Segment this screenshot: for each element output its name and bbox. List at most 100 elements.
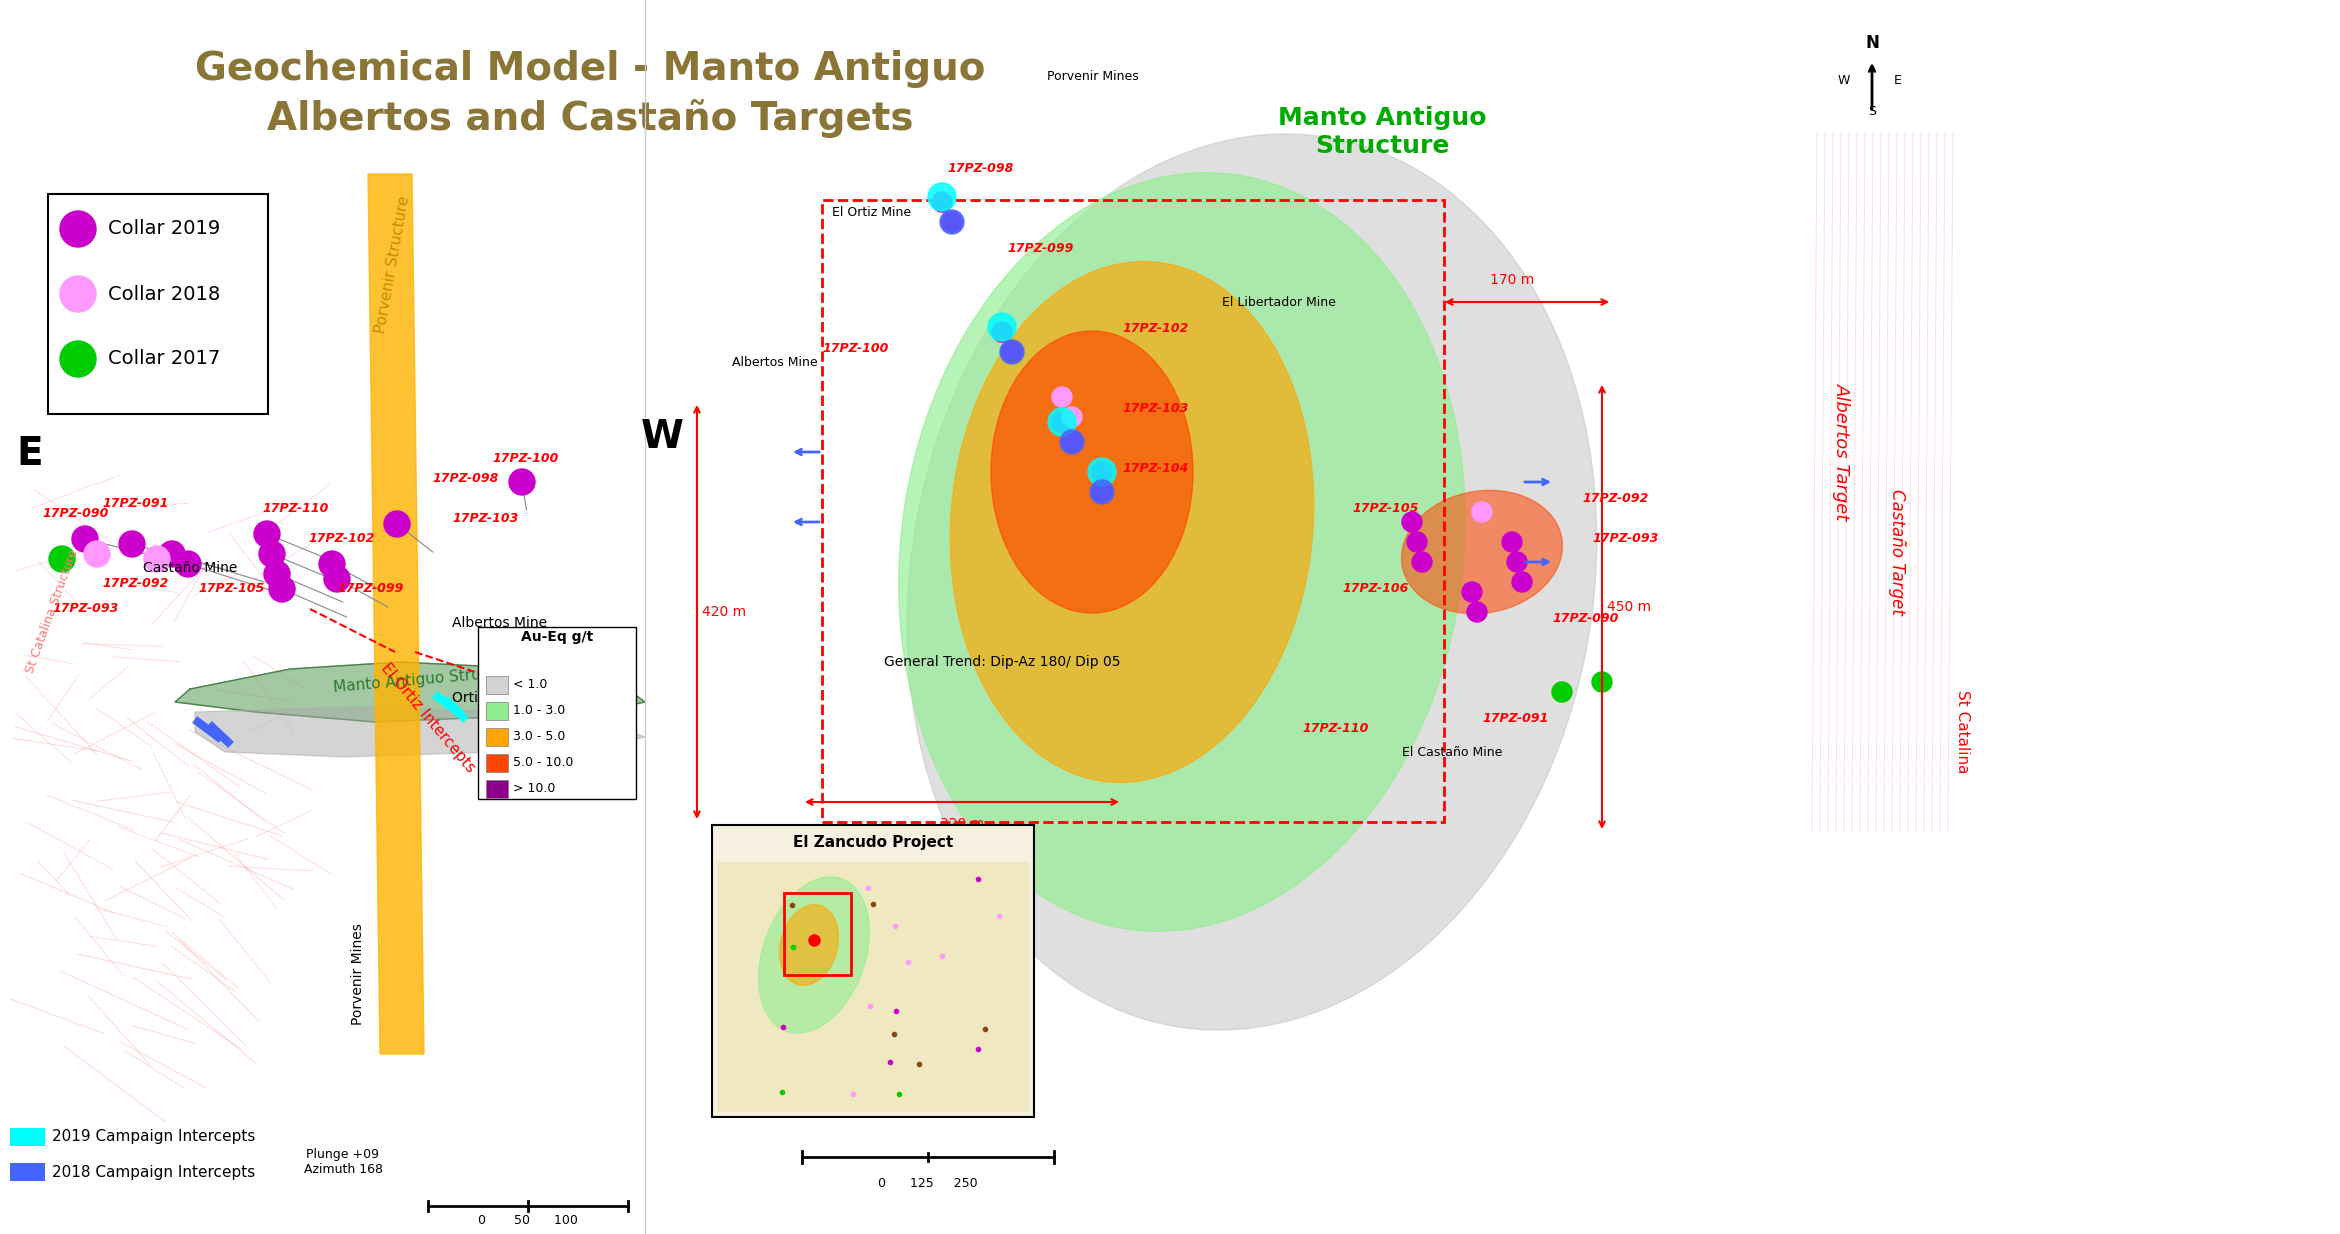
Text: 17PZ-090: 17PZ-090 bbox=[42, 507, 108, 520]
Ellipse shape bbox=[899, 173, 1465, 932]
Text: 17PZ-098: 17PZ-098 bbox=[433, 471, 498, 485]
Text: 17PZ-093: 17PZ-093 bbox=[1591, 532, 1659, 545]
Text: 1.0 - 3.0: 1.0 - 3.0 bbox=[512, 705, 566, 717]
Text: 420 m: 420 m bbox=[702, 605, 746, 619]
Circle shape bbox=[1048, 408, 1076, 436]
Text: Manto Antiguo Structure: Manto Antiguo Structure bbox=[332, 664, 522, 695]
Text: 17PZ-103: 17PZ-103 bbox=[1121, 402, 1189, 415]
Circle shape bbox=[1093, 482, 1111, 502]
Text: Porvenir Mines: Porvenir Mines bbox=[1046, 70, 1140, 84]
Text: 17PZ-099: 17PZ-099 bbox=[1006, 242, 1074, 255]
Text: El Ortiz Intercepts: El Ortiz Intercepts bbox=[379, 660, 477, 775]
Circle shape bbox=[145, 545, 171, 573]
Text: El Libertador Mine: El Libertador Mine bbox=[1221, 295, 1336, 308]
Circle shape bbox=[1467, 602, 1486, 622]
Circle shape bbox=[318, 552, 344, 578]
Ellipse shape bbox=[950, 262, 1313, 782]
Text: 17PZ-092: 17PZ-092 bbox=[1582, 492, 1647, 505]
Circle shape bbox=[1090, 480, 1114, 503]
Circle shape bbox=[260, 540, 285, 566]
Bar bbox=[784, 893, 852, 975]
Circle shape bbox=[1062, 432, 1081, 452]
Text: Geochemical Model - Manto Antiguo: Geochemical Model - Manto Antiguo bbox=[194, 51, 985, 88]
Circle shape bbox=[510, 469, 536, 495]
Text: St Catalina: St Catalina bbox=[1954, 690, 1970, 774]
Text: E: E bbox=[1893, 74, 1902, 86]
Text: Albertos Target: Albertos Target bbox=[1832, 384, 1851, 521]
Circle shape bbox=[1507, 552, 1528, 573]
Circle shape bbox=[1551, 682, 1572, 702]
Text: El Zancudo Project: El Zancudo Project bbox=[793, 834, 952, 849]
Polygon shape bbox=[194, 707, 646, 756]
Circle shape bbox=[987, 313, 1016, 341]
Circle shape bbox=[931, 193, 952, 212]
Circle shape bbox=[159, 540, 185, 566]
Text: 3.0 - 5.0: 3.0 - 5.0 bbox=[512, 731, 566, 744]
Text: 17PZ-104: 17PZ-104 bbox=[1121, 462, 1189, 475]
Text: Plunge +09
Azimuth 168: Plunge +09 Azimuth 168 bbox=[304, 1148, 381, 1176]
Text: 17PZ-100: 17PZ-100 bbox=[821, 342, 889, 355]
Text: 5.0 - 10.0: 5.0 - 10.0 bbox=[512, 756, 573, 770]
Bar bbox=[821, 200, 1444, 822]
Text: N: N bbox=[1865, 35, 1879, 52]
Text: 17PZ-110: 17PZ-110 bbox=[1301, 722, 1369, 735]
Bar bbox=[487, 702, 508, 719]
Ellipse shape bbox=[908, 135, 1596, 1030]
Text: Manto Antiguo
Structure: Manto Antiguo Structure bbox=[1278, 106, 1486, 158]
Circle shape bbox=[941, 210, 964, 234]
Text: Au-Eq g/t: Au-Eq g/t bbox=[522, 631, 592, 644]
Text: 2018 Campaign Intercepts: 2018 Campaign Intercepts bbox=[51, 1165, 255, 1180]
Text: 17PZ-098: 17PZ-098 bbox=[948, 162, 1013, 175]
Circle shape bbox=[255, 521, 281, 547]
Text: 17PZ-093: 17PZ-093 bbox=[51, 602, 119, 615]
Ellipse shape bbox=[779, 905, 838, 985]
Text: < 1.0: < 1.0 bbox=[512, 679, 548, 691]
Circle shape bbox=[1472, 502, 1493, 522]
Text: 17PZ-100: 17PZ-100 bbox=[491, 452, 559, 465]
Bar bbox=[9, 1128, 44, 1146]
Text: E: E bbox=[16, 436, 44, 473]
Circle shape bbox=[323, 566, 351, 592]
Text: 0       50      100: 0 50 100 bbox=[477, 1214, 578, 1228]
Circle shape bbox=[49, 545, 75, 573]
Text: General Trend: Dip-Az 180/ Dip 05: General Trend: Dip-Az 180/ Dip 05 bbox=[885, 655, 1121, 669]
Bar bbox=[49, 194, 269, 413]
Text: El Ortiz Mine: El Ortiz Mine bbox=[833, 206, 910, 218]
Text: 17PZ-099: 17PZ-099 bbox=[337, 582, 402, 595]
Circle shape bbox=[1591, 673, 1612, 692]
Text: Collar 2019: Collar 2019 bbox=[108, 220, 220, 238]
Circle shape bbox=[1062, 407, 1081, 427]
Bar bbox=[711, 826, 1034, 1117]
Circle shape bbox=[384, 511, 409, 537]
Text: 17PZ-102: 17PZ-102 bbox=[309, 532, 374, 545]
Text: Ortiz Mine: Ortiz Mine bbox=[452, 691, 522, 705]
Text: Albertos and Castaño Targets: Albertos and Castaño Targets bbox=[267, 100, 913, 138]
Circle shape bbox=[61, 276, 96, 312]
Circle shape bbox=[1512, 573, 1533, 592]
Bar bbox=[487, 676, 508, 694]
Circle shape bbox=[1411, 552, 1432, 573]
Text: Collar 2017: Collar 2017 bbox=[108, 349, 220, 369]
Circle shape bbox=[992, 322, 1011, 342]
Polygon shape bbox=[176, 661, 646, 722]
Text: 170 m: 170 m bbox=[1491, 273, 1535, 288]
Circle shape bbox=[61, 341, 96, 378]
Text: Porvenir Structure: Porvenir Structure bbox=[374, 195, 412, 334]
Text: St Catalina Structure: St Catalina Structure bbox=[23, 548, 80, 675]
Circle shape bbox=[73, 526, 98, 552]
Bar bbox=[487, 754, 508, 772]
Ellipse shape bbox=[992, 331, 1193, 613]
Circle shape bbox=[1462, 582, 1481, 602]
Circle shape bbox=[1402, 512, 1423, 532]
Bar bbox=[487, 780, 508, 798]
Circle shape bbox=[119, 531, 145, 557]
Circle shape bbox=[176, 552, 201, 578]
Ellipse shape bbox=[1402, 490, 1563, 613]
Bar bbox=[487, 728, 508, 747]
Bar bbox=[477, 627, 636, 798]
Circle shape bbox=[264, 561, 290, 587]
Text: Collar 2018: Collar 2018 bbox=[108, 285, 220, 304]
Text: Castaño Target: Castaño Target bbox=[1888, 489, 1907, 615]
Text: Albertos Mine: Albertos Mine bbox=[732, 355, 817, 369]
Text: 17PZ-090: 17PZ-090 bbox=[1551, 612, 1619, 624]
